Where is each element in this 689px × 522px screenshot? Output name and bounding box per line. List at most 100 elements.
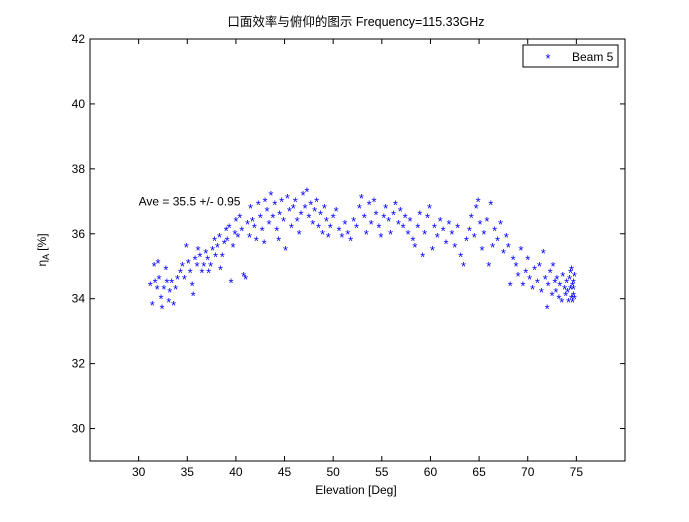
data-point: * bbox=[479, 243, 484, 258]
data-point: * bbox=[506, 240, 511, 255]
data-point: * bbox=[571, 282, 576, 297]
data-point: * bbox=[150, 298, 155, 313]
data-point: * bbox=[276, 233, 281, 248]
data-point: * bbox=[316, 220, 321, 235]
data-point: * bbox=[410, 233, 415, 248]
data-point: * bbox=[563, 288, 568, 303]
data-point: * bbox=[422, 227, 427, 242]
data-point: * bbox=[169, 275, 174, 290]
data-point: * bbox=[212, 233, 217, 248]
data-point: * bbox=[398, 204, 403, 219]
data-point: * bbox=[490, 240, 495, 255]
data-point: * bbox=[467, 224, 472, 239]
x-tick-label: 75 bbox=[570, 465, 584, 479]
data-point: * bbox=[220, 249, 225, 264]
data-point: * bbox=[277, 207, 282, 222]
data-point: * bbox=[213, 249, 218, 264]
data-point: * bbox=[287, 204, 292, 219]
data-point: * bbox=[201, 259, 206, 274]
data-point: * bbox=[543, 272, 548, 287]
data-point: * bbox=[498, 217, 503, 232]
data-point: * bbox=[567, 272, 572, 287]
data-point: * bbox=[306, 211, 311, 226]
plot-area bbox=[89, 38, 626, 462]
x-tick-label: 40 bbox=[229, 465, 243, 479]
x-axis-ticks: 30 35 40 45 50 55 60 65 70 75 bbox=[132, 39, 583, 479]
data-point: * bbox=[388, 227, 393, 242]
data-point: * bbox=[348, 233, 353, 248]
data-point: * bbox=[159, 301, 164, 316]
data-point: * bbox=[537, 259, 542, 274]
data-point: * bbox=[254, 233, 259, 248]
data-point: * bbox=[331, 211, 336, 226]
data-point: * bbox=[357, 201, 362, 216]
data-point: * bbox=[171, 298, 176, 313]
data-point: * bbox=[156, 256, 161, 271]
data-point: * bbox=[308, 198, 313, 213]
data-point: * bbox=[310, 217, 315, 232]
data-point: * bbox=[553, 285, 558, 300]
data-point: * bbox=[381, 211, 386, 226]
data-point: * bbox=[152, 259, 157, 274]
data-point: * bbox=[206, 266, 211, 281]
data-point: * bbox=[155, 282, 160, 297]
data-point: * bbox=[367, 198, 372, 213]
data-point: * bbox=[339, 230, 344, 245]
data-point: * bbox=[376, 220, 381, 235]
data-point: * bbox=[571, 288, 576, 303]
data-point: * bbox=[291, 201, 296, 216]
data-point: * bbox=[260, 224, 265, 239]
data-point: * bbox=[441, 224, 446, 239]
data-point: * bbox=[199, 266, 204, 281]
data-point: * bbox=[266, 217, 271, 232]
data-point: * bbox=[449, 227, 454, 242]
data-point: * bbox=[208, 259, 213, 274]
y-axis-label-subscript: A bbox=[41, 254, 51, 260]
data-point: * bbox=[435, 230, 440, 245]
data-point: * bbox=[420, 249, 425, 264]
data-point: * bbox=[237, 211, 242, 226]
data-point: * bbox=[295, 214, 300, 229]
data-point: * bbox=[158, 292, 163, 307]
data-point: * bbox=[562, 282, 567, 297]
data-point: * bbox=[455, 220, 460, 235]
data-point: * bbox=[243, 272, 248, 287]
data-point: * bbox=[318, 207, 323, 222]
data-point: * bbox=[314, 194, 319, 209]
data-point: * bbox=[391, 207, 396, 222]
data-point: * bbox=[393, 198, 398, 213]
data-point: * bbox=[203, 246, 208, 261]
data-point: * bbox=[566, 295, 571, 310]
y-tick-label: 42 bbox=[72, 32, 86, 46]
y-axis-ticks: 30 32 34 36 38 40 42 bbox=[72, 32, 625, 436]
data-point: * bbox=[224, 224, 229, 239]
data-point: * bbox=[518, 243, 523, 258]
data-point: * bbox=[484, 214, 489, 229]
data-point: * bbox=[217, 230, 222, 245]
data-point: * bbox=[270, 211, 275, 226]
x-tick-label: 45 bbox=[278, 465, 292, 479]
y-tick-label: 36 bbox=[72, 227, 86, 241]
data-point: * bbox=[229, 275, 234, 290]
data-point: * bbox=[193, 253, 198, 268]
data-point: * bbox=[274, 224, 279, 239]
data-point: * bbox=[564, 275, 569, 290]
x-tick-label: 30 bbox=[132, 465, 146, 479]
data-point: * bbox=[293, 194, 298, 209]
data-point: * bbox=[241, 269, 246, 284]
data-point: * bbox=[354, 220, 359, 235]
data-point: * bbox=[525, 253, 530, 268]
data-point: * bbox=[190, 279, 195, 294]
data-point: * bbox=[523, 266, 528, 281]
data-point: * bbox=[508, 279, 513, 294]
data-point: * bbox=[557, 279, 562, 294]
data-point: * bbox=[569, 262, 574, 277]
data-point: * bbox=[572, 292, 577, 307]
data-point: * bbox=[501, 246, 506, 261]
data-point: * bbox=[191, 288, 196, 303]
data-point: * bbox=[520, 279, 525, 294]
data-point: * bbox=[345, 227, 350, 242]
data-point: * bbox=[514, 259, 519, 274]
data-point: * bbox=[279, 194, 284, 209]
data-point: * bbox=[281, 214, 286, 229]
